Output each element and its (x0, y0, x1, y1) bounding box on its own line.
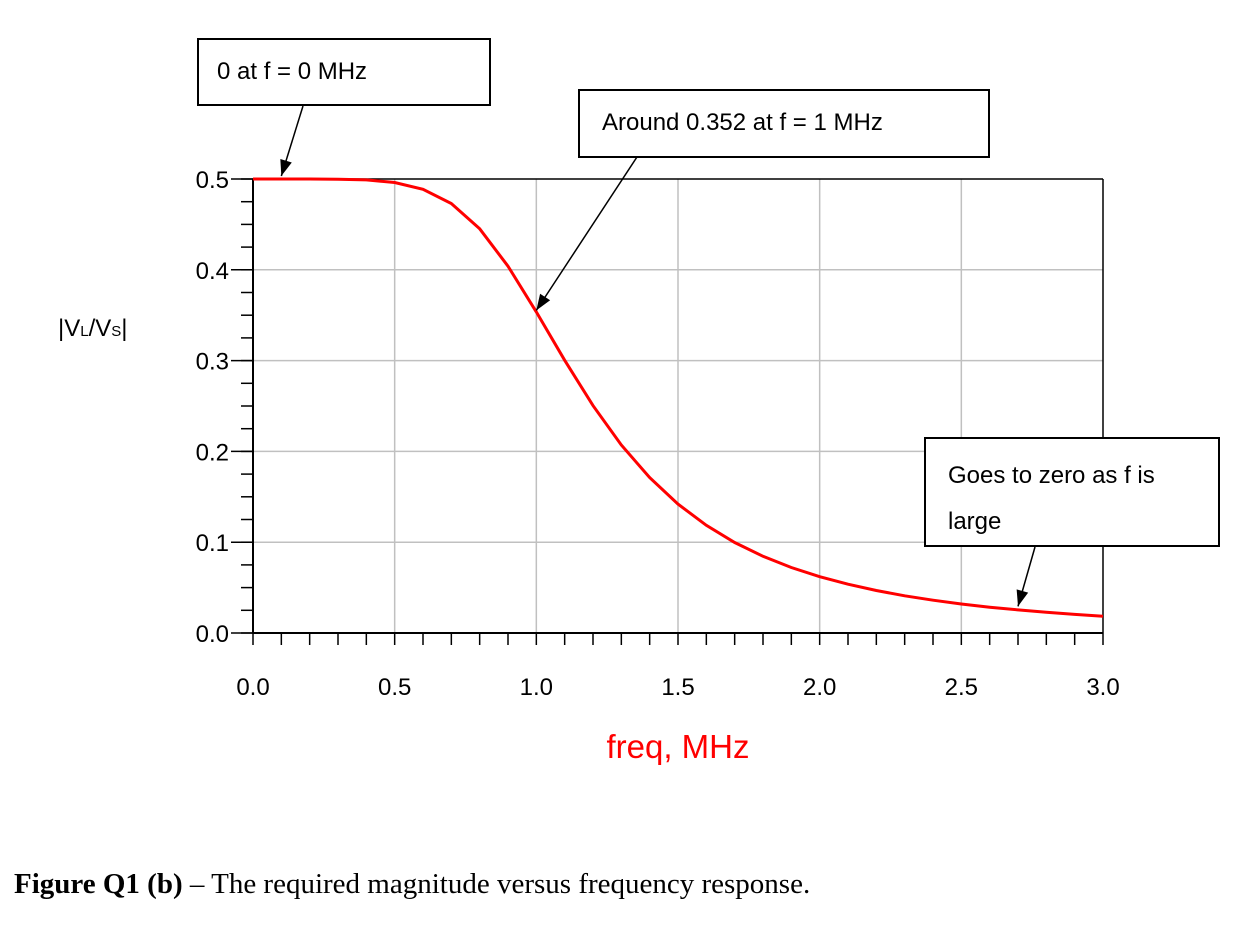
caption-text: – The required magnitude versus frequenc… (182, 868, 811, 900)
annotation-arrow-line (535, 156, 638, 311)
y-tick-label: 0.0 (196, 621, 229, 648)
x-tick-label: 3.0 (1086, 674, 1119, 701)
x-tick-label: 0.0 (236, 674, 269, 701)
annotation-large-f: Goes to zero as f is large (924, 437, 1220, 547)
x-axis-label: freq, MHz (606, 728, 749, 765)
annotation-f0: 0 at f = 0 MHz (197, 38, 491, 106)
x-tick-label: 1.5 (661, 674, 694, 701)
series-line (253, 177, 1104, 618)
arrowhead-icon (280, 158, 292, 176)
y-tick-label: 0.1 (196, 530, 229, 557)
annotation-f1: Around 0.352 at f = 1 MHz (578, 89, 990, 158)
magnitude-chart: 0.0 0.5 1.0 1.5 2.0 2.5 3.00.00.10.20.30.40.5 … (58, 105, 1120, 765)
x-tick-label: 0.5 (378, 674, 411, 701)
caption-label: Figure Q1 (b) (14, 868, 183, 900)
y-tick-label: 0.4 (196, 258, 229, 285)
x-tick-label: 2.5 (945, 674, 978, 701)
y-tick-label: 0.5 (196, 167, 229, 194)
figure-caption: Figure Q1 (b) – The required magnitude v… (14, 868, 810, 901)
arrowhead-icon (536, 293, 551, 311)
y-tick-label: 0.3 (196, 349, 229, 376)
x-tick-label: 1.0 (520, 674, 553, 701)
y-axis-label: |VL/VS| (58, 315, 128, 342)
y-tick-label: 0.2 (196, 439, 229, 466)
x-tick-label: 2.0 (803, 674, 836, 701)
arrowhead-icon (1016, 589, 1029, 607)
